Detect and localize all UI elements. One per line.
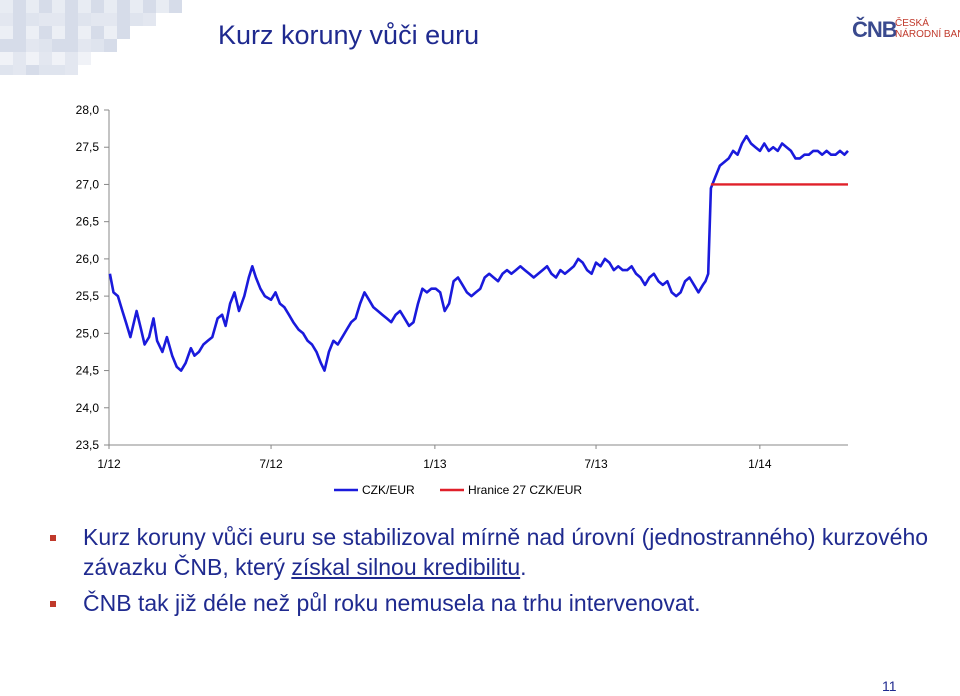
mosaic-tile bbox=[117, 0, 130, 13]
mosaic-tile bbox=[0, 13, 13, 26]
x-tick-label: 7/12 bbox=[259, 457, 283, 471]
mosaic-tile bbox=[39, 52, 52, 65]
mosaic-tile bbox=[26, 13, 39, 26]
logo-text-line1: ČESKÁ bbox=[895, 18, 929, 29]
mosaic-tile bbox=[65, 65, 78, 75]
mosaic-tile bbox=[104, 39, 117, 52]
mosaic-tile bbox=[13, 52, 26, 65]
logo-mark: ČNB bbox=[852, 17, 898, 42]
mosaic-tile bbox=[104, 26, 117, 39]
y-tick-label: 27,0 bbox=[76, 177, 100, 191]
mosaic-tile bbox=[143, 0, 156, 13]
mosaic-tile bbox=[52, 13, 65, 26]
mosaic-tile bbox=[39, 13, 52, 26]
mosaic-tile bbox=[13, 65, 26, 75]
y-tick-label: 26,5 bbox=[76, 215, 100, 229]
mosaic-tile bbox=[52, 0, 65, 13]
mosaic-tile bbox=[0, 52, 13, 65]
mosaic-tile bbox=[91, 13, 104, 26]
y-tick-label: 24,5 bbox=[76, 364, 100, 378]
mosaic-tile bbox=[0, 65, 13, 75]
mosaic-tile bbox=[104, 13, 117, 26]
mosaic-tile bbox=[26, 26, 39, 39]
mosaic-tile bbox=[0, 39, 13, 52]
mosaic-tile bbox=[13, 26, 26, 39]
bullet-marker bbox=[50, 601, 56, 607]
mosaic-tile bbox=[91, 26, 104, 39]
mosaic-tile bbox=[78, 52, 91, 65]
mosaic-tile bbox=[13, 13, 26, 26]
page-number: 11 bbox=[882, 678, 897, 694]
x-tick-label: 1/13 bbox=[423, 457, 447, 471]
slide-title: Kurz koruny vůči euru bbox=[218, 20, 480, 50]
mosaic-tile bbox=[104, 0, 117, 13]
logo-text-line2: NÁRODNÍ BANKA bbox=[895, 29, 960, 40]
mosaic-tile bbox=[143, 13, 156, 26]
mosaic-tile bbox=[39, 39, 52, 52]
mosaic-tile bbox=[26, 52, 39, 65]
exchange-rate-chart: 28,0 27,5 27,0 26,5 26,0 25,5 25,0 24,5 24,0 23,5… bbox=[76, 103, 849, 497]
y-tick-label: 23,5 bbox=[76, 438, 100, 452]
mosaic-tile bbox=[130, 0, 143, 13]
decorative-mosaic bbox=[0, 0, 182, 75]
mosaic-tile bbox=[78, 0, 91, 13]
mosaic-tile bbox=[169, 0, 182, 13]
bullet-item-stabilization: Kurz koruny vůči euru se stabilizoval mí… bbox=[50, 522, 950, 582]
series-line-czk-eur bbox=[108, 134, 849, 372]
y-tick-label: 26,0 bbox=[76, 252, 100, 266]
legend-label: Hranice 27 CZK/EUR bbox=[468, 483, 582, 497]
mosaic-tile bbox=[26, 39, 39, 52]
x-tick-label: 7/13 bbox=[584, 457, 608, 471]
mosaic-tile bbox=[65, 13, 78, 26]
bullet-text: ČNB tak již déle než půl roku nemusela n… bbox=[83, 590, 701, 616]
mosaic-tile bbox=[52, 52, 65, 65]
mosaic-tile bbox=[65, 39, 78, 52]
mosaic-tile bbox=[65, 0, 78, 13]
cnb-logo: ČNB ČESKÁ NÁRODNÍ BANKA bbox=[852, 15, 960, 57]
y-tick-label: 25,5 bbox=[76, 289, 100, 303]
mosaic-tile bbox=[91, 0, 104, 13]
mosaic-tile bbox=[65, 26, 78, 39]
mosaic-tile bbox=[0, 0, 13, 13]
y-tick-label: 28,0 bbox=[76, 103, 100, 117]
bullet-text-underlined: získal silnou kredibilitu bbox=[291, 554, 521, 580]
x-tick-label: 1/12 bbox=[97, 457, 121, 471]
mosaic-tile bbox=[78, 39, 91, 52]
mosaic-tile bbox=[117, 13, 130, 26]
mosaic-tile bbox=[39, 0, 52, 13]
mosaic-tile bbox=[13, 39, 26, 52]
mosaic-tile bbox=[26, 65, 39, 75]
mosaic-tile bbox=[65, 52, 78, 65]
mosaic-tile bbox=[156, 0, 169, 13]
bullet-text-end: . bbox=[520, 554, 527, 580]
y-tick-label: 27,5 bbox=[76, 140, 100, 154]
mosaic-tile bbox=[78, 26, 91, 39]
bullet-list: Kurz koruny vůči euru se stabilizoval mí… bbox=[50, 522, 950, 624]
y-tick-label: 25,0 bbox=[76, 326, 100, 340]
mosaic-tile bbox=[52, 39, 65, 52]
legend-label: CZK/EUR bbox=[362, 483, 415, 497]
mosaic-tile bbox=[91, 39, 104, 52]
mosaic-tile bbox=[13, 0, 26, 13]
mosaic-tile bbox=[130, 13, 143, 26]
bullet-marker bbox=[50, 535, 56, 541]
mosaic-tile bbox=[39, 26, 52, 39]
mosaic-tile bbox=[117, 26, 130, 39]
x-tick-label: 1/14 bbox=[748, 457, 772, 471]
mosaic-tile bbox=[52, 65, 65, 75]
mosaic-tile bbox=[39, 65, 52, 75]
y-tick-label: 24,0 bbox=[76, 401, 100, 415]
mosaic-tile bbox=[26, 0, 39, 13]
bullet-item-interventions: ČNB tak již déle než půl roku nemusela n… bbox=[50, 588, 950, 618]
mosaic-tile bbox=[0, 26, 13, 39]
bullet-text: Kurz koruny vůči euru se stabilizoval mí… bbox=[83, 524, 929, 580]
mosaic-tile bbox=[52, 26, 65, 39]
mosaic-tile bbox=[78, 13, 91, 26]
